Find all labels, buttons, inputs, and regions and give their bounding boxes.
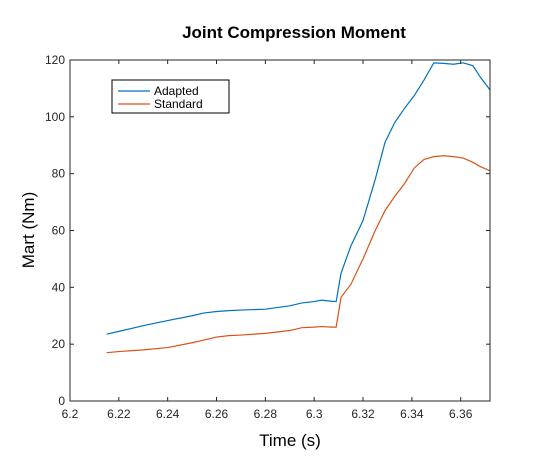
x-tick-label-5: 6.3 [306, 407, 323, 421]
y-tick-label-3: 60 [52, 224, 66, 238]
x-tick-label-2: 6.24 [156, 407, 180, 421]
axes-layer: 6.2 6.22 6.24 6.26 6.28 6.3 6.32 6.34 6.36 0 20 40 6… [45, 53, 491, 421]
x-tick-label-8: 6.36 [449, 407, 473, 421]
y-axis-label: Mart (Nm) [19, 192, 38, 268]
plot-area [70, 60, 490, 401]
y-tick-label-1: 20 [52, 337, 66, 351]
y-tick-label-4: 80 [52, 167, 66, 181]
x-tick-label-4: 6.28 [254, 407, 278, 421]
x-tick-label-0: 6.2 [62, 407, 79, 421]
x-axis-label: Time (s) [259, 431, 321, 450]
y-tick-label-5: 100 [45, 110, 65, 124]
legend-box [111, 79, 230, 114]
series-line-standard [106, 155, 491, 354]
x-tick-label-6: 6.32 [351, 407, 375, 421]
chart-title: Joint Compression Moment [182, 23, 406, 42]
legend-label-adapted: Adapted [154, 84, 199, 98]
y-tick-label-2: 40 [52, 280, 66, 294]
legend-label-standard: Standard [154, 97, 203, 111]
series-layer [106, 62, 491, 354]
series-line-adapted [106, 62, 491, 335]
legend: Adapted Standard [111, 79, 230, 114]
x-tick-label-1: 6.22 [107, 407, 131, 421]
x-tick-label-7: 6.34 [400, 407, 424, 421]
y-tick-label-6: 120 [45, 53, 65, 67]
x-tick-label-3: 6.26 [205, 407, 229, 421]
y-tick-label-0: 0 [58, 394, 65, 408]
